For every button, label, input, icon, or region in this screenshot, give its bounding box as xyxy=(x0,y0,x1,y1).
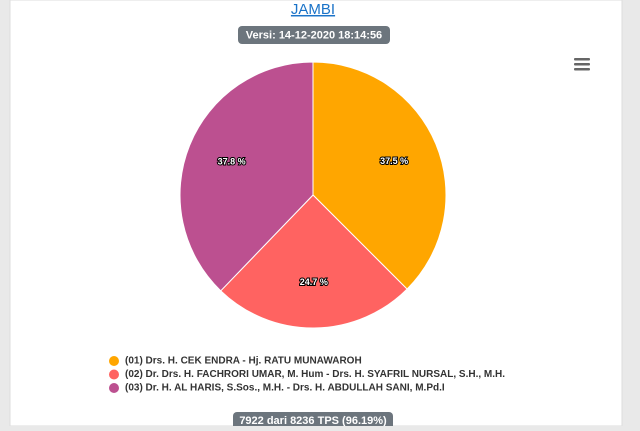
chart-subtitle: Versi: 14-12-2020 18:14:56 xyxy=(246,29,382,41)
chart-title[interactable]: JAMBI xyxy=(291,1,335,18)
data-label: 37.5 % xyxy=(380,156,408,166)
menu-bar xyxy=(574,68,590,71)
legend-label: (02) Dr. Drs. H. FACHRORI UMAR, M. Hum -… xyxy=(125,369,505,380)
pie-slice xyxy=(312,61,447,290)
pie-slice xyxy=(220,194,408,329)
legend-marker xyxy=(109,369,119,380)
version-badge xyxy=(238,26,390,44)
menu-bar xyxy=(574,58,590,61)
data-label: 37.8 % xyxy=(218,157,246,167)
legend-label: (03) Dr. H. AL HARIS, S.Sos., M.H. - Drs… xyxy=(125,383,445,394)
menu-bar xyxy=(574,63,590,66)
menu-button[interactable] xyxy=(574,58,590,71)
data-label: 24.7 % xyxy=(300,277,328,287)
legend-marker xyxy=(109,356,119,366)
legend-marker xyxy=(109,383,119,393)
caption: 7922 dari 8236 TPS (96.19%) xyxy=(239,415,387,426)
pie-slice xyxy=(179,61,314,292)
legend-label: (01) Drs. H. CEK ENDRA - Hj. RATU MUNAWA… xyxy=(125,356,362,367)
